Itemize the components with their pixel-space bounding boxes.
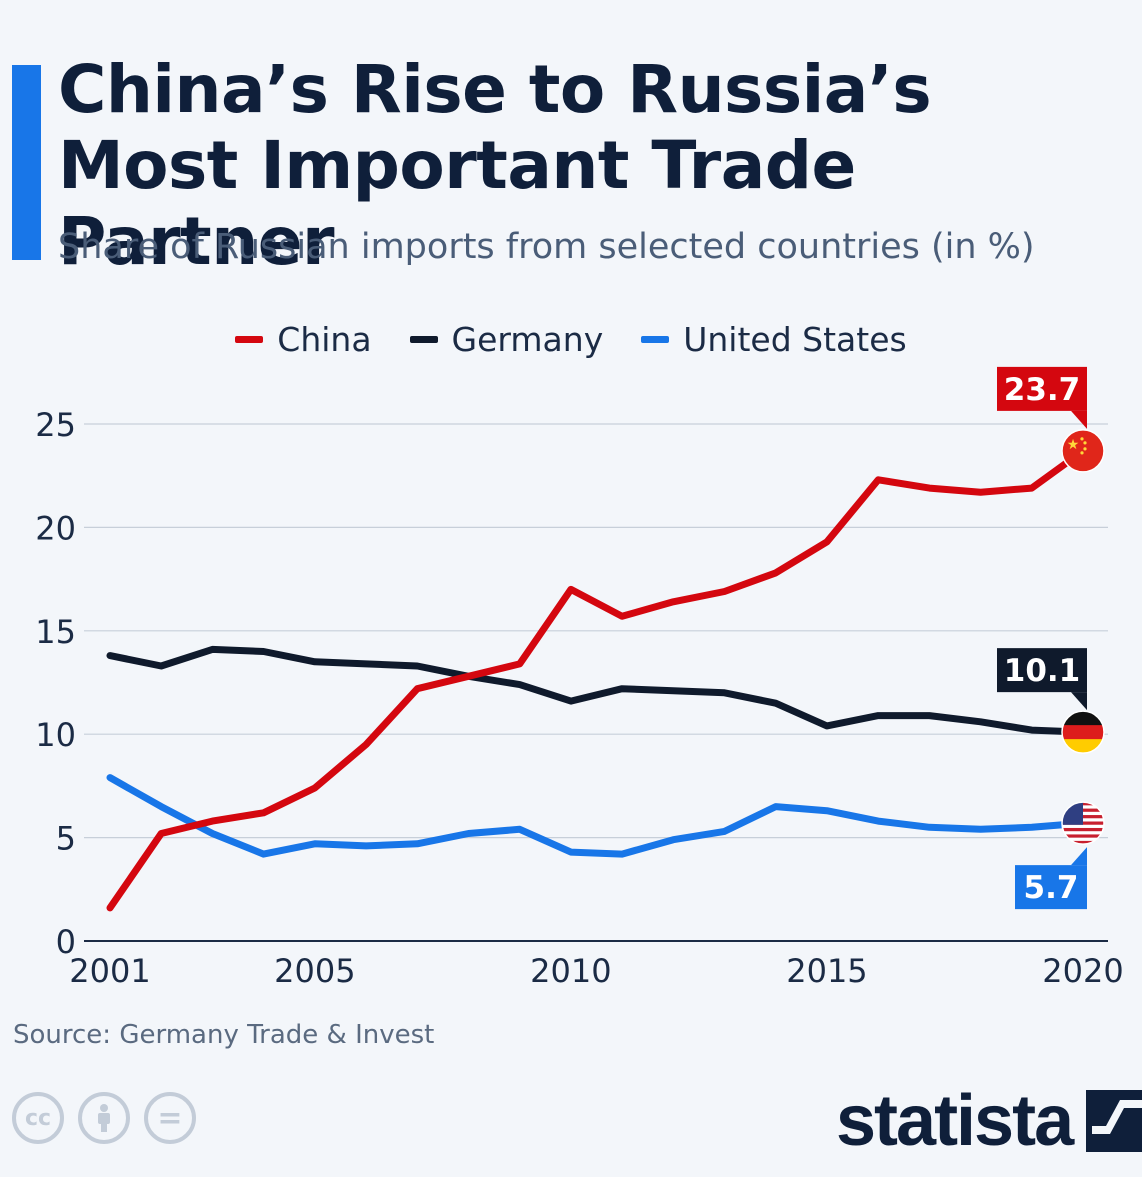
legend-item-china: China [235, 320, 372, 359]
y-tick-label: 0 [56, 923, 76, 961]
legend-item-germany: Germany [409, 320, 604, 359]
brand-wordmark: statista [836, 1081, 1074, 1161]
legend-label-china: China [277, 320, 372, 359]
legend-item-us: United States [641, 320, 907, 359]
y-tick-label: 15 [35, 613, 76, 651]
flag-border [1061, 429, 1105, 473]
x-tick-label: 2001 [69, 952, 150, 990]
legend: China Germany United States [0, 320, 1142, 359]
legend-swatch-china [235, 336, 264, 343]
end-label-united-states: 5.7 [1024, 870, 1079, 906]
legend-label-germany: Germany [451, 320, 604, 359]
license-icons: cc = [12, 1092, 196, 1144]
flag-border [1061, 710, 1105, 754]
chart-title: China’s Rise to Russia’s Most Important … [58, 51, 932, 280]
end-label-china: 23.7 [1004, 372, 1081, 408]
x-tick-label: 2015 [786, 952, 867, 990]
y-tick-label: 25 [35, 406, 76, 444]
x-tick-label: 2005 [274, 952, 355, 990]
no-derivatives-icon[interactable]: = [144, 1092, 196, 1144]
end-label-pointer-united-states [1071, 847, 1087, 866]
end-label-box-united-states [1015, 865, 1087, 910]
series-line-china [106, 447, 1087, 912]
series-line-united-states [106, 774, 1087, 858]
legend-label-us: United States [683, 320, 907, 359]
end-label-box-germany [997, 648, 1087, 693]
series-line-germany [106, 645, 1087, 736]
creative-commons-icon[interactable]: cc [12, 1092, 64, 1144]
us-flag-icon [1062, 802, 1104, 845]
chart-subtitle: Share of Russian imports from selected c… [58, 227, 1035, 267]
statista-mark-icon [1086, 1090, 1142, 1152]
attribution-icon[interactable] [78, 1092, 130, 1144]
y-tick-label: 10 [35, 716, 76, 754]
end-label-germany: 10.1 [1004, 653, 1081, 689]
end-label-pointer-germany [1071, 692, 1087, 711]
end-label-box-china [997, 366, 1087, 411]
legend-swatch-germany [409, 336, 438, 343]
y-tick-label: 5 [56, 820, 76, 858]
x-tick-label: 2020 [1042, 952, 1123, 990]
title-accent-bar [12, 65, 41, 260]
flag-border [1061, 801, 1105, 845]
statista-logo[interactable]: statista [836, 1080, 1142, 1162]
x-tick-label: 2010 [530, 952, 611, 990]
legend-swatch-us [641, 336, 670, 343]
svg-text:★: ★ [1067, 437, 1080, 453]
end-label-pointer-china [1071, 410, 1087, 429]
y-tick-label: 20 [35, 509, 76, 547]
line-chart: 0 5 10 15 20 25 2001 2005 2010 2015 2020 ★ 23.7 10.1 5… [35, 366, 1124, 990]
source-note: Source: Germany Trade & Invest [13, 1020, 435, 1050]
china-flag-icon: ★ [1062, 429, 1104, 472]
